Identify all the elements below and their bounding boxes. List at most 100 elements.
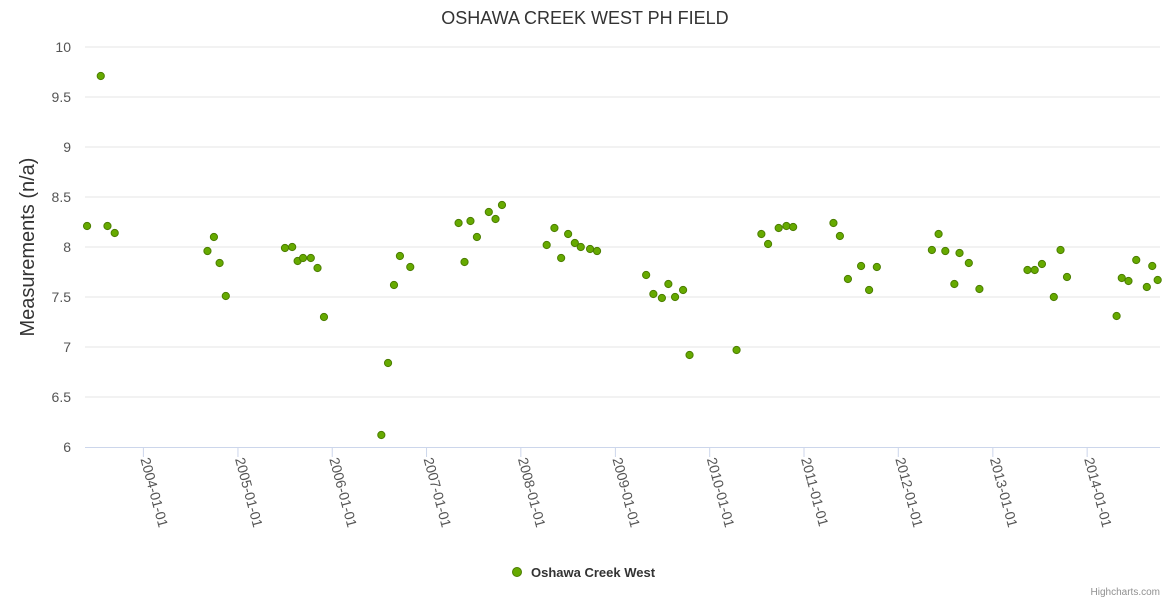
x-tick-label: 2004-01-01 <box>137 456 171 530</box>
data-point[interactable] <box>782 221 791 231</box>
data-point[interactable] <box>1056 245 1065 255</box>
data-point[interactable] <box>389 280 399 290</box>
legend[interactable]: Oshawa Creek West <box>512 565 656 580</box>
x-tick-label: 2008-01-01 <box>515 456 549 530</box>
y-tick-label: 7 <box>63 339 71 355</box>
data-point[interactable] <box>221 291 230 301</box>
x-tick-label: 2014-01-01 <box>1081 456 1115 530</box>
data-point[interactable] <box>1049 292 1058 302</box>
data-point[interactable] <box>542 240 551 250</box>
data-point[interactable] <box>103 221 112 231</box>
data-point[interactable] <box>82 221 92 231</box>
data-point[interactable] <box>550 223 559 233</box>
data-point[interactable] <box>763 239 773 249</box>
data-point[interactable] <box>570 238 579 248</box>
data-point[interactable] <box>557 253 566 263</box>
data-point[interactable] <box>1117 273 1126 283</box>
x-tick-label: 2007-01-01 <box>421 456 455 530</box>
data-point[interactable] <box>927 245 936 255</box>
y-tick-label: 9.5 <box>52 89 72 105</box>
data-point[interactable] <box>576 242 585 252</box>
data-point[interactable] <box>215 258 224 268</box>
data-point[interactable] <box>649 289 658 299</box>
y-tick-label: 10 <box>55 39 71 55</box>
data-point[interactable] <box>406 262 415 272</box>
data-point[interactable] <box>1023 265 1032 275</box>
data-point[interactable] <box>585 244 595 254</box>
data-point[interactable] <box>941 246 950 256</box>
data-point[interactable] <box>864 285 874 295</box>
data-point[interactable] <box>642 270 651 280</box>
data-point[interactable] <box>856 261 866 271</box>
y-tick-label: 6.5 <box>52 389 72 405</box>
y-tick-label: 8 <box>63 239 71 255</box>
data-point[interactable] <box>564 229 573 239</box>
data-point[interactable] <box>319 312 329 322</box>
data-point[interactable] <box>460 257 469 267</box>
data-point[interactable] <box>934 229 943 239</box>
series-points[interactable] <box>82 71 1162 440</box>
data-point[interactable] <box>843 274 853 284</box>
data-point[interactable] <box>306 253 315 263</box>
x-tick-label: 2010-01-01 <box>704 456 738 530</box>
chart-title: OSHAWA CREEK WEST PH FIELD <box>441 8 728 28</box>
data-point[interactable] <box>472 232 482 242</box>
data-point[interactable] <box>1148 261 1157 271</box>
x-tick-label: 2006-01-01 <box>326 456 360 530</box>
data-point[interactable] <box>96 71 105 81</box>
data-point[interactable] <box>1132 255 1141 265</box>
data-point[interactable] <box>497 200 507 210</box>
data-point[interactable] <box>395 251 405 261</box>
data-point[interactable] <box>678 285 688 295</box>
grid-lines <box>85 46 1160 398</box>
data-point[interactable] <box>1037 259 1047 269</box>
x-tick-label: 2013-01-01 <box>987 456 1021 530</box>
data-point[interactable] <box>1030 265 1039 275</box>
credits-link[interactable]: Highcharts.com <box>1091 587 1160 598</box>
x-tick-label: 2009-01-01 <box>609 456 643 530</box>
data-point[interactable] <box>280 243 290 253</box>
data-point[interactable] <box>454 218 463 228</box>
data-point[interactable] <box>664 279 673 289</box>
data-point[interactable] <box>466 216 475 226</box>
data-point[interactable] <box>1112 311 1121 321</box>
data-point[interactable] <box>1124 276 1133 286</box>
data-point[interactable] <box>835 231 845 241</box>
data-point[interactable] <box>774 223 783 233</box>
data-point[interactable] <box>383 358 393 368</box>
data-point[interactable] <box>110 228 119 238</box>
legend-item-oshawa-creek-west[interactable]: Oshawa Creek West <box>531 565 656 580</box>
y-tick-label: 6 <box>63 439 71 455</box>
data-point[interactable] <box>950 279 959 289</box>
data-point[interactable] <box>1142 282 1151 292</box>
data-point[interactable] <box>592 246 602 256</box>
data-point[interactable] <box>1153 275 1162 285</box>
y-axis-label: Measurements (n/a) <box>17 158 39 337</box>
y-axis-ticks: 6 6.5 7 7.5 8 8.5 9 9.5 10 <box>52 39 72 455</box>
data-point[interactable] <box>685 350 694 360</box>
data-point[interactable] <box>789 222 798 232</box>
x-axis-ticks: 2004-01-01 2005-01-01 2006-01-01 2007-01-01… <box>137 447 1115 529</box>
data-point[interactable] <box>757 229 766 239</box>
data-point[interactable] <box>209 232 219 242</box>
data-point[interactable] <box>491 214 500 224</box>
x-tick-label: 2005-01-01 <box>232 456 266 530</box>
data-point[interactable] <box>975 284 984 294</box>
data-point[interactable] <box>203 246 212 256</box>
data-point[interactable] <box>964 258 973 268</box>
data-point[interactable] <box>377 430 386 440</box>
y-tick-label: 9 <box>63 139 71 155</box>
data-point[interactable] <box>829 218 838 228</box>
data-point[interactable] <box>1062 272 1072 282</box>
legend-marker <box>512 567 522 577</box>
data-point[interactable] <box>484 207 493 217</box>
data-point[interactable] <box>657 293 666 303</box>
data-point[interactable] <box>732 345 741 355</box>
data-point[interactable] <box>298 253 308 263</box>
data-point[interactable] <box>313 263 322 273</box>
x-tick-label: 2011-01-01 <box>798 456 832 529</box>
data-point[interactable] <box>955 248 964 258</box>
data-point[interactable] <box>670 292 680 302</box>
data-point[interactable] <box>872 262 881 272</box>
data-point[interactable] <box>288 242 297 252</box>
